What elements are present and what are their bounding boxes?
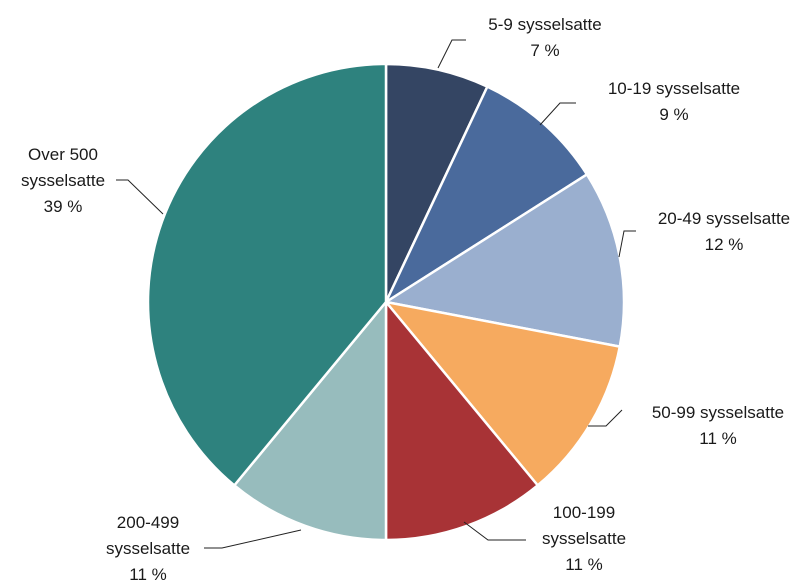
- slice-label-2: 10-19 sysselsatte 9 %: [608, 79, 740, 124]
- pie-slice-6: [233, 300, 388, 542]
- pie-slice-4: [384, 300, 622, 487]
- pie-slice-5: [384, 300, 539, 542]
- slice-value-label: 12 %: [705, 235, 744, 254]
- slice-value-label: 7 %: [530, 41, 559, 60]
- slice-category-label: 20-49 sysselsatte: [658, 209, 790, 228]
- leader-line-1: [437, 39, 466, 69]
- slice-value-label: 11 %: [699, 429, 737, 448]
- leader-line-2: [539, 102, 576, 126]
- slice-labels: 5-9 sysselsatte 7 % 10-19 sysselsatte 9 % 20…: [21, 15, 790, 581]
- pie-slice-7: [146, 62, 388, 487]
- slice-value-label: 9 %: [659, 105, 688, 124]
- pie-slice-3: [384, 173, 626, 348]
- slice-category-label: 200-499: [117, 513, 179, 532]
- leader-line-3: [618, 230, 636, 258]
- leader-line-6: [204, 529, 302, 549]
- slice-label-6: 200-499 sysselsatte 11 %: [106, 513, 190, 581]
- pie-slice-1: [384, 62, 489, 304]
- slice-label-5: 100-199 sysselsatte 11 %: [542, 503, 626, 574]
- pie-slices: [146, 62, 626, 542]
- slice-category-label: 10-19 sysselsatte: [608, 79, 740, 98]
- leader-line-4: [588, 409, 623, 427]
- slice-category-label: 50-99 sysselsatte: [652, 403, 784, 422]
- slice-label-3: 20-49 sysselsatte 12 %: [658, 209, 790, 254]
- leader-line-7: [116, 179, 164, 215]
- slice-label-1: 5-9 sysselsatte 7 %: [488, 15, 601, 60]
- leader-line-5: [463, 521, 526, 541]
- slice-category-label: 100-199: [553, 503, 615, 522]
- slice-category-label: Over 500: [28, 145, 98, 164]
- slice-category-label: sysselsatte: [106, 539, 190, 558]
- slice-label-4: 50-99 sysselsatte 11 %: [652, 403, 784, 448]
- slice-category-label: sysselsatte: [542, 529, 626, 548]
- slice-label-7: Over 500 sysselsatte 39 %: [21, 145, 105, 216]
- slice-category-label: sysselsatte: [21, 171, 105, 190]
- slice-value-label: 39 %: [44, 197, 83, 216]
- pie-slice-2: [384, 85, 589, 304]
- leader-lines: [116, 39, 636, 549]
- slice-category-label: 5-9 sysselsatte: [488, 15, 601, 34]
- slice-value-label: 11 %: [565, 555, 603, 574]
- slice-value-label: 11 %: [129, 565, 167, 581]
